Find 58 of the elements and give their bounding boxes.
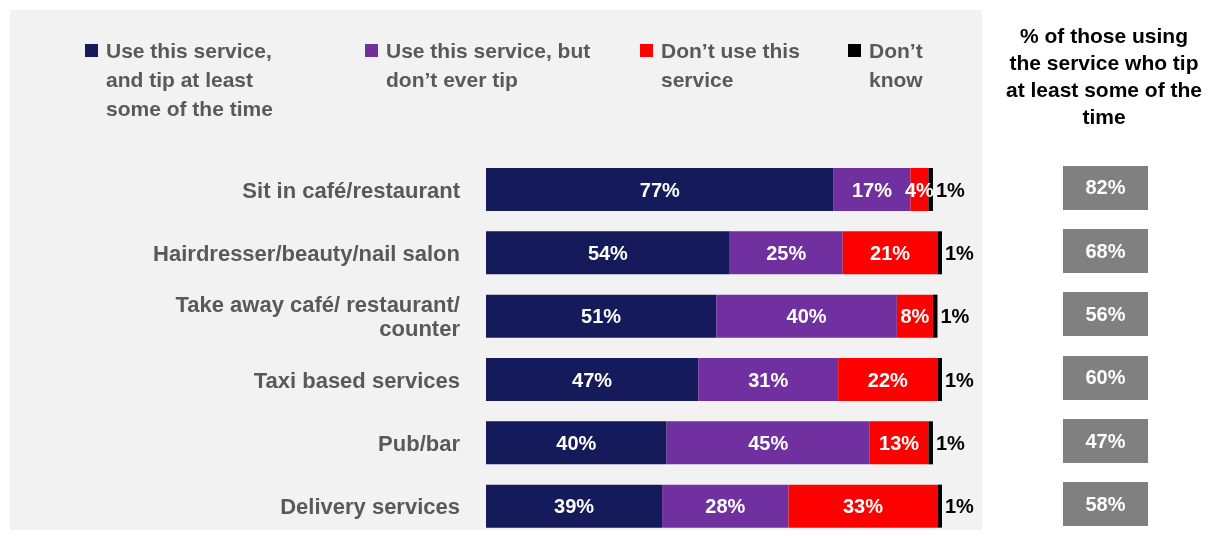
data-label: 22% <box>867 368 909 391</box>
data-label: 54% <box>587 241 629 264</box>
data-label: 28% <box>705 495 746 518</box>
data-label: 13% <box>879 431 920 454</box>
y-tick-label: Taxi based services <box>253 367 460 393</box>
data-label: 21% <box>870 241 911 264</box>
legend-label: Use this service, but don’t ever tip <box>386 38 592 93</box>
bar <box>486 231 730 275</box>
bar <box>937 484 942 528</box>
data-label: 33% <box>842 495 884 518</box>
data-label: 40% <box>556 431 597 454</box>
text: 47% <box>1085 429 1126 452</box>
legend-label: Don’t know <box>869 38 924 93</box>
data-label: 1% <box>945 495 975 518</box>
data-label: 1% <box>945 241 975 264</box>
text: 68% <box>1085 239 1126 262</box>
data-label: 8% <box>900 305 930 328</box>
bar <box>842 231 938 275</box>
data-label: 51% <box>581 305 622 328</box>
bar <box>788 484 938 528</box>
data-label: 31% <box>748 368 789 391</box>
bar <box>928 421 933 465</box>
bar <box>937 358 942 401</box>
bar <box>716 294 897 338</box>
bar <box>838 358 938 401</box>
text: 56% <box>1085 302 1126 325</box>
y-tick-label: Hairdresser/beauty/nail salon <box>153 241 460 266</box>
data-label: 17% <box>852 178 893 201</box>
y-tick-label: Delivery services <box>280 494 460 520</box>
bar <box>666 421 870 465</box>
data-label: 1% <box>940 305 970 328</box>
bar <box>729 231 843 275</box>
y-tick-label: Take away café/ restaurant/ counter <box>175 292 461 342</box>
text: 82% <box>1085 176 1126 199</box>
bar <box>486 294 717 338</box>
data-label: 77% <box>639 178 681 201</box>
bar <box>698 358 839 401</box>
data-label: 25% <box>766 241 807 264</box>
bar <box>486 358 699 401</box>
data-label: 39% <box>554 495 595 518</box>
data-label: 1% <box>935 431 966 454</box>
text: 58% <box>1085 492 1126 515</box>
legend-label: Use this service, and tip at least some of the time <box>106 38 274 122</box>
legend-label: Don’t use this service <box>661 38 801 93</box>
bar <box>662 484 789 528</box>
data-label: 47% <box>572 368 613 391</box>
data-label: 1% <box>935 178 966 201</box>
bar <box>486 168 834 211</box>
bar <box>486 421 667 465</box>
data-label: 40% <box>786 305 827 328</box>
y-tick-label: Sit in café/restaurant <box>242 177 461 203</box>
bar <box>937 231 942 275</box>
text: 60% <box>1085 366 1126 389</box>
data-label: 1% <box>945 368 975 391</box>
bar <box>486 484 663 528</box>
data-label: 45% <box>748 431 789 454</box>
y-tick-label: Pub/bar <box>378 431 461 456</box>
text: % of those using the service who tip at least some of the time <box>1004 23 1204 130</box>
